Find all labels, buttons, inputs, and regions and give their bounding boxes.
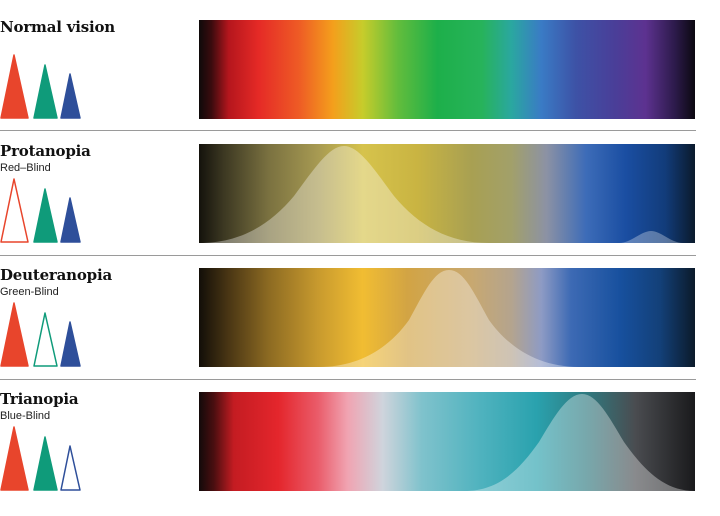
blue-cone-icon [60, 73, 81, 119]
cone-group [0, 426, 90, 496]
red-cone-icon [0, 426, 29, 491]
divider [0, 255, 696, 256]
cone-group [0, 54, 90, 124]
sensitivity-curve [619, 231, 683, 243]
blue-cone-icon [60, 197, 81, 243]
spectrum-protanopia [199, 144, 695, 243]
red-cone-icon [0, 302, 29, 367]
red-cone-icon [0, 54, 29, 119]
spectrum-normal [199, 20, 695, 119]
blue-cone-icon [60, 321, 81, 367]
spectrum-deuteranopia [199, 268, 695, 367]
green-cone-icon [33, 64, 58, 119]
panel-deuteranopia: Deuteranopia Green-Blind [0, 266, 720, 390]
red-cone-outline-icon [0, 178, 29, 243]
panel-protanopia: Protanopia Red–Blind [0, 142, 720, 266]
blue-cone-outline-icon [60, 445, 81, 491]
cone-group [0, 178, 90, 248]
sensitivity-curve [464, 394, 695, 491]
divider [0, 379, 696, 380]
panel-trianopia: Trianopia Blue-Blind [0, 390, 720, 514]
divider [0, 130, 696, 131]
panel-title: Trianopia [0, 390, 79, 408]
panel-subtitle: Blue-Blind [0, 410, 51, 422]
cone-group [0, 302, 90, 372]
panel-title: Protanopia [0, 142, 91, 160]
sensitivity-curve [319, 270, 579, 367]
spectrum-trianopia [199, 392, 695, 491]
panel-subtitle: Red–Blind [0, 162, 51, 174]
panel-title: Normal vision [0, 18, 115, 36]
panel-subtitle: Green-Blind [0, 286, 59, 298]
panel-normal-vision: Normal vision [0, 18, 720, 142]
panel-title: Deuteranopia [0, 266, 112, 284]
green-cone-icon [33, 436, 58, 491]
sensitivity-curve [199, 146, 489, 243]
green-cone-icon [33, 188, 58, 243]
green-cone-outline-icon [33, 312, 58, 367]
